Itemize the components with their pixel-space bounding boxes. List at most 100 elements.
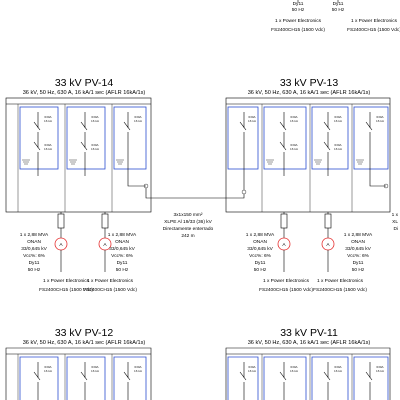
transformer_block-3-label: Vcc%: 6% — [111, 253, 134, 259]
transformer_block-1-label: ONAN — [115, 239, 129, 245]
switch_rating-1-label: 16 kA — [134, 119, 143, 123]
transformer_block-1-label: ONAN — [351, 239, 365, 245]
switch_rating-1-label: 16 kA — [290, 147, 299, 151]
inverter_block-1-label: FS2400CH15 (1500 Vdc) — [313, 287, 367, 293]
interconnection-cable: 3x1x150 mm² XLPE Al 19/33 (36) kV Direct… — [145, 188, 245, 239]
panel-pv14-title: 33 kV PV-14 — [55, 77, 114, 89]
transformer-spec-pv13-a: 1 x 2,88 MVA ONAN 33/0,645 kV Vcc%: 6% D… — [246, 232, 275, 273]
transformer_block-0-label: 1 x 2,88 MVA — [246, 232, 275, 238]
switch_rating-0-label: 630A — [376, 115, 384, 119]
transformer_block-0-label: 1 x 2,88 MVA — [344, 232, 373, 238]
switch_rating-1-label: 16 kA — [91, 147, 100, 151]
panel-pv11-title: 33 kV PV-11 — [280, 327, 338, 339]
panel-pv12-switchgear: 630A 16 kA 630A 16 kA 630A 16 kA — [5, 347, 152, 400]
switch_rating-0-label: 630A — [334, 365, 342, 369]
switch_rating-0-label: 630A — [91, 115, 99, 119]
transformer_block-2-label: 33/0,645 kV — [109, 246, 135, 252]
panel-pv12-spec: 36 kV, 50 Hz, 630 A, 16 kA/1 sec (AFLR 1… — [23, 340, 146, 346]
transformer_block-4-label: Dy11 — [255, 260, 266, 266]
inverter_block-0-label: 1 x Power Electronics — [43, 278, 90, 284]
transformer_block-5-label: 50 Hz — [28, 267, 41, 273]
transformer_block-0-label: 1 x 2,88 MVA — [20, 232, 49, 238]
top-right-transformer: Dy11 — [333, 1, 344, 7]
transformer_block-4-label: Dy11 — [117, 260, 128, 266]
transformer_symbol-label: A — [326, 242, 330, 248]
switch_rating-0-label: 630A — [44, 365, 52, 369]
cable-type: XLPE Al 19/33 (36) kV — [164, 219, 213, 225]
inverter_block-1-label: FS2400CH15 (1500 Vdc) — [259, 287, 313, 293]
switch_rating-1-label: 16 kA — [44, 369, 53, 373]
transformer_symbol-label: A — [103, 242, 107, 248]
switch_rating-1-label: 16 kA — [248, 119, 257, 123]
transformer_symbol-label: A — [59, 242, 63, 248]
switch_rating-0-label: 630A — [134, 365, 142, 369]
cable-length: 242 m — [181, 233, 194, 239]
transformer_block-2-label: 33/0,645 kV — [345, 246, 371, 252]
switch_rating-1-label: 16 kA — [290, 119, 299, 123]
cable-section: 3x1x150 mm² — [173, 212, 202, 218]
switch_rating-0-label: 630A — [134, 115, 142, 119]
transformer_block-1-label: ONAN — [253, 239, 267, 245]
switch_rating-1-label: 16 kA — [91, 369, 100, 373]
switch_rating-0-label: 630A — [44, 143, 52, 147]
panel-pv13-switchgear: 630A 16 kA 630A 16 kA 630A 16 kA 630A 16… — [225, 97, 391, 238]
switch_rating-0-label: 630A — [334, 143, 342, 147]
top-left-freq: 50 Hz — [292, 7, 305, 13]
transformer_block-5-label: 50 Hz — [352, 267, 365, 273]
switch_rating-1-label: 16 kA — [44, 147, 53, 151]
top-partial-feeders: Dy11 50 Hz 1 x Power Electronics FS2400C… — [271, 0, 400, 33]
transformer_block-3-label: Vcc%: 6% — [23, 253, 46, 259]
switch_rating-0-label: 630A — [91, 365, 99, 369]
top-right-model: FS2400CH15 (1500 Vdc) — [347, 27, 400, 33]
transformer_block-4-label: Dy11 — [353, 260, 364, 266]
transformer_block-1-label: ONAN — [27, 239, 41, 245]
switch_rating-0-label: 630A — [290, 115, 298, 119]
switch_rating-1-label: 16 kA — [91, 119, 100, 123]
top-right-freq: 50 Hz — [332, 7, 345, 13]
transformer_block-2-label: 33/0,645 kV — [21, 246, 47, 252]
switch_rating-0-label: 630A — [290, 365, 298, 369]
switch_rating-0-label: 630A — [248, 115, 256, 119]
switch_rating-1-label: 16 kA — [290, 369, 299, 373]
edge-fragment-3: Di — [393, 226, 398, 232]
top-right-inverter: 1 x Power Electronics — [351, 18, 398, 24]
panel-pv13-title: 33 kV PV-13 — [280, 77, 339, 89]
panel-pv14-spec: 36 kV, 50 Hz, 630 A, 16 kA/1 sec (AFLR 1… — [23, 90, 146, 96]
inverter-pv13: 1 x Power Electronics FS2400CH15 (1500 V… — [259, 258, 367, 293]
top-left-model: FS2400CH15 (1500 Vdc) — [271, 27, 325, 33]
top-left-inverter: 1 x Power Electronics — [275, 18, 322, 24]
edge-fragment-1: 1 x — [392, 212, 399, 218]
transformer_block-0-label: 1 x 2,88 MVA — [108, 232, 137, 238]
edge-fragment-2: XL — [392, 219, 398, 225]
transformer_symbol-label: A — [282, 242, 286, 248]
top-left-transformer: Dy11 — [293, 1, 304, 7]
transformer-symbols: A A A A — [54, 237, 335, 258]
inverter_block-0-label: 1 x Power Electronics — [317, 278, 364, 284]
switch_rating-1-label: 16 kA — [44, 119, 53, 123]
transformer-spec-pv14-b: 1 x 2,88 MVA ONAN 33/0,645 kV Vcc%: 6% D… — [108, 232, 137, 273]
inverter_block-1-label: FS2400CH15 (1500 Vdc) — [39, 287, 93, 293]
panel-pv11-switchgear: 630A 16 kA 630A 16 kA 630A 16 kA 630A 16… — [225, 347, 391, 400]
transformer-spec-pv14-a: 1 x 2,88 MVA ONAN 33/0,645 kV Vcc%: 6% D… — [20, 232, 49, 273]
panel-pv14-switchgear: 630A 16 kA 630A 16 kA 630A 16 kA 630A 16… — [5, 97, 152, 238]
switch_rating-0-label: 630A — [334, 115, 342, 119]
switch_rating-1-label: 16 kA — [376, 119, 385, 123]
inverter_block-1-label: FS2400CH15 (1500 Vdc) — [83, 287, 137, 293]
inverter_block-0-label: 1 x Power Electronics — [263, 278, 310, 284]
switch_rating-0-label: 630A — [91, 143, 99, 147]
transformer_block-4-label: Dy11 — [29, 260, 40, 266]
transformer_block-5-label: 50 Hz — [116, 267, 129, 273]
switch_rating-0-label: 630A — [290, 143, 298, 147]
inverter-pv14: 1 x Power Electronics FS2400CH15 (1500 V… — [39, 258, 137, 293]
transformer-spec-pv13-b: 1 x 2,88 MVA ONAN 33/0,645 kV Vcc%: 6% D… — [344, 232, 373, 273]
switch_rating-1-label: 16 kA — [334, 369, 343, 373]
switch_rating-1-label: 16 kA — [334, 147, 343, 151]
switch_rating-1-label: 16 kA — [248, 369, 257, 373]
switch_rating-1-label: 16 kA — [134, 369, 143, 373]
switch_rating-0-label: 630A — [44, 115, 52, 119]
transformer_block-3-label: Vcc%: 6% — [347, 253, 370, 259]
switch_rating-0-label: 630A — [376, 365, 384, 369]
panel-pv11-spec: 36 kV, 50 Hz, 630 A, 16 kA/1 sec (AFLR 1… — [248, 340, 371, 346]
transformer_block-5-label: 50 Hz — [254, 267, 267, 273]
